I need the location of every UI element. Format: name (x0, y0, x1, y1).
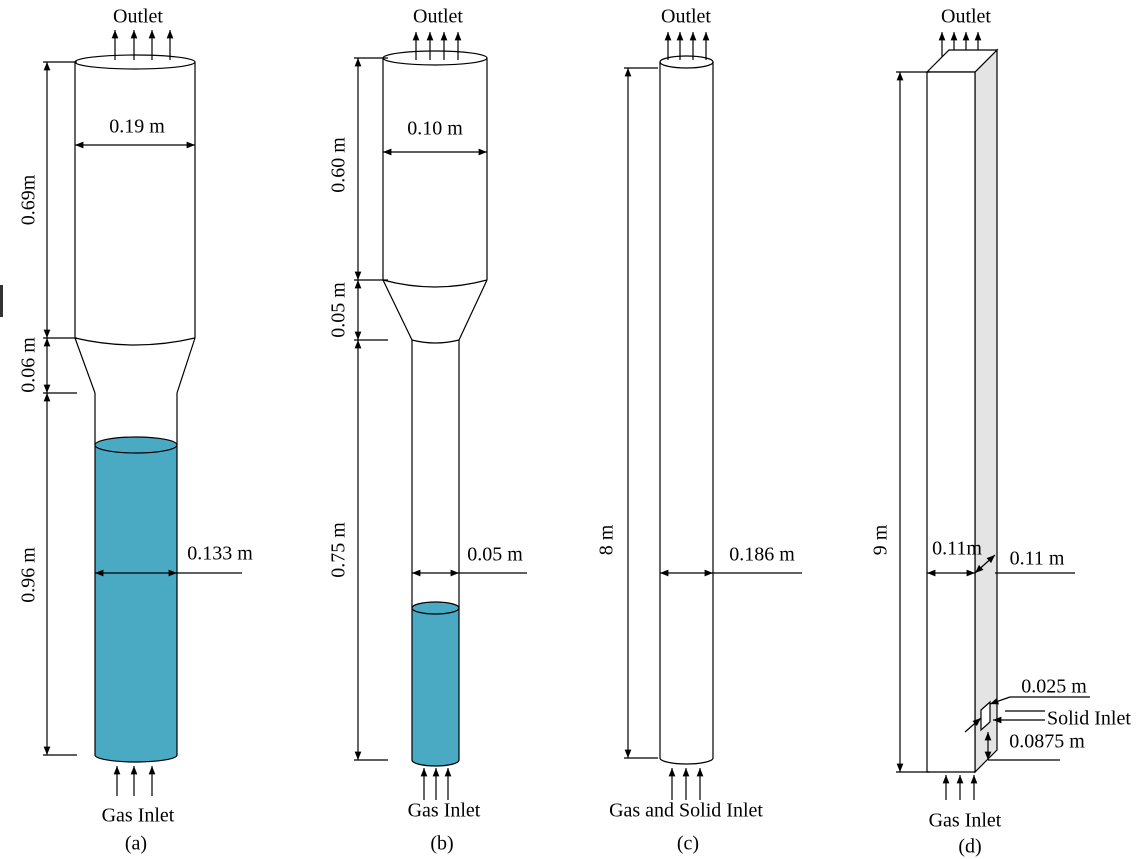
label: 0.69m (18, 174, 40, 225)
label: Gas Inlet (929, 810, 1002, 832)
label: 0.10 m (407, 118, 463, 140)
label: 8 m (596, 524, 618, 555)
rim (383, 280, 487, 287)
label: 0.96 m (18, 547, 40, 603)
rim (75, 338, 195, 345)
label: 0.11m (932, 538, 982, 560)
top-ellipse (383, 51, 487, 65)
cone (383, 280, 487, 340)
label: Gas Inlet (102, 805, 175, 827)
label: 9 m (870, 524, 892, 555)
label: 0.06 m (18, 337, 40, 393)
label: 0.133 m (187, 543, 253, 565)
label: (a) (125, 833, 147, 855)
side-face (975, 50, 997, 772)
label: Outlet (113, 6, 163, 28)
label: 0.05 m (467, 544, 523, 566)
label: Outlet (413, 6, 463, 28)
label: Gas Inlet (408, 800, 481, 822)
label: 0.19 m (109, 116, 165, 138)
label: 0.0875 m (1009, 731, 1085, 753)
label: (d) (958, 836, 981, 858)
label: (b) (430, 833, 453, 855)
label: 0.75 m (328, 522, 350, 578)
bed (412, 608, 459, 766)
label: 0.60 m (328, 137, 350, 193)
rim (412, 340, 459, 343)
label: Solid Inlet (1047, 708, 1131, 730)
column-wall (383, 58, 487, 280)
top-ellipse (660, 56, 713, 68)
bed-top (95, 437, 177, 453)
label: Outlet (941, 6, 991, 28)
label: 0.11 m (1010, 548, 1065, 570)
label: 0.025 m (1021, 676, 1087, 698)
label: 0.05 m (328, 282, 350, 338)
label: Gas and Solid Inlet (609, 800, 763, 822)
bed (95, 445, 177, 762)
label: 0.186 m (729, 544, 795, 566)
top-ellipse (75, 55, 195, 69)
bed-top (412, 602, 459, 614)
edge-mark (0, 285, 3, 317)
label: Outlet (661, 6, 711, 28)
riser-wall (412, 340, 459, 608)
front-face (927, 72, 975, 772)
cone (75, 338, 195, 393)
column-wall (75, 62, 195, 338)
figure: Outlet 0.69m 0.06 m 0.96 m 0.19 m 0.133 m Gas … (0, 0, 1146, 859)
riser-wall (660, 62, 713, 764)
label: (c) (677, 833, 699, 855)
